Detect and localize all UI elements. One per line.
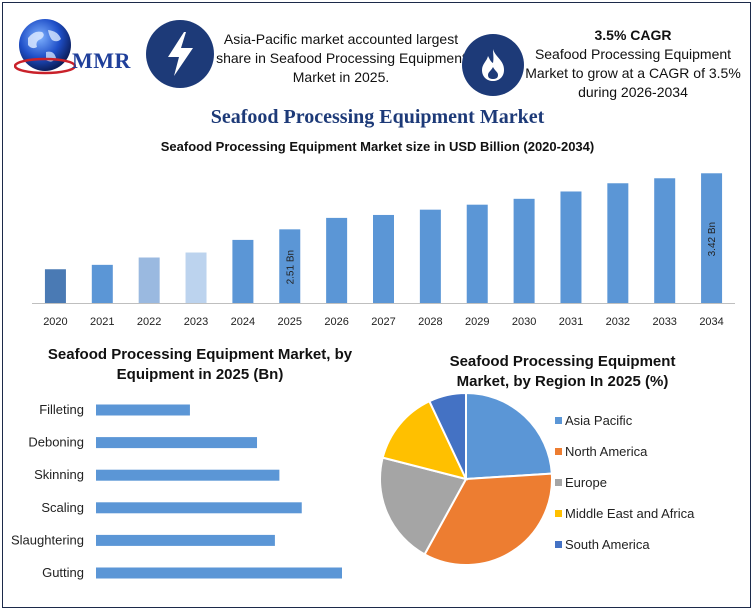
- x-tick-2020: 2020: [43, 316, 67, 328]
- market-size-chart: 2020 2021 2022 2023 2024 2025 2.51 Bn 2026 2027 2…: [32, 173, 735, 328]
- legend-swatch-south-america: [555, 541, 562, 548]
- bar-2034: [701, 173, 723, 303]
- lightning-icon: [168, 32, 193, 76]
- legend-swatch-middle-east-and-africa: [555, 510, 562, 517]
- x-tick-2026: 2026: [324, 316, 348, 328]
- bar-2023: [185, 252, 207, 303]
- x-tick-2022: 2022: [137, 316, 161, 328]
- cagr-text: Seafood Processing Equipment Market to g…: [525, 46, 741, 100]
- bar-2032: [607, 183, 629, 303]
- bar-2031: [560, 191, 582, 303]
- bar-2029: [466, 204, 488, 303]
- pie-slice-middle-east-and-africa: [381, 399, 468, 481]
- x-tick-2023: 2023: [184, 316, 208, 328]
- x-tick-2027: 2027: [371, 316, 395, 328]
- info-right: 3.5% CAGR Seafood Processing Equipment M…: [524, 26, 742, 102]
- equipment-chart: Filleting Deboning Skinning Scaling Slaughte…: [11, 402, 342, 580]
- cagr-title: 3.5% CAGR: [594, 27, 672, 43]
- region-chart-title: Seafood Processing Equipment Market, by …: [449, 353, 676, 390]
- pie-slice-south-america: [428, 391, 467, 480]
- hbar-skinning: [96, 469, 280, 481]
- bar-2024: [232, 239, 254, 303]
- y-tick-gutting: Gutting: [42, 565, 84, 580]
- legend-label-middle-east-and-africa: Middle East and Africa: [565, 506, 695, 521]
- x-tick-2029: 2029: [465, 316, 489, 328]
- legend-label-europe: Europe: [565, 475, 607, 490]
- legend-swatch-asia-pacific: [555, 417, 562, 424]
- lightning-badge: [146, 20, 214, 88]
- legend-swatch-north-america: [555, 448, 562, 455]
- hbar-deboning: [96, 437, 258, 449]
- x-tick-2034: 2034: [699, 316, 723, 328]
- x-tick-2024: 2024: [231, 316, 255, 328]
- x-tick-2032: 2032: [606, 316, 630, 328]
- bar-2028: [419, 209, 441, 303]
- info-left-text: Asia-Pacific market accounted largest sh…: [216, 31, 466, 85]
- legend-label-asia-pacific: Asia Pacific: [565, 413, 633, 428]
- bar-2021: [91, 264, 113, 303]
- globe-icon: [14, 19, 76, 75]
- x-tick-2031: 2031: [559, 316, 583, 328]
- data-label-2034: 3.42 Bn: [707, 222, 718, 256]
- bar-2027: [373, 214, 394, 303]
- x-tick-2033: 2033: [652, 316, 676, 328]
- y-tick-slaughtering: Slaughtering: [11, 532, 84, 547]
- hbar-filleting: [96, 404, 190, 416]
- y-tick-filleting: Filleting: [39, 402, 84, 417]
- equipment-chart-title: Seafood Processing Equipment Market, by …: [47, 346, 353, 383]
- hbar-slaughtering: [96, 534, 275, 546]
- y-tick-deboning: Deboning: [28, 435, 84, 450]
- y-tick-skinning: Skinning: [34, 467, 84, 482]
- x-tick-2025: 2025: [278, 316, 302, 328]
- hbar-gutting: [96, 567, 342, 579]
- flame-badge: [462, 34, 524, 96]
- bar-2026: [326, 217, 348, 303]
- pie-slice-europe: [379, 456, 468, 556]
- logo-text: MMR: [72, 48, 131, 73]
- bar-2030: [513, 198, 535, 303]
- column-chart-title: Seafood Processing Equipment Market size…: [160, 139, 595, 154]
- bar-2020: [44, 269, 66, 303]
- region-chart: Asia Pacific North America Europe Middle Ea…: [379, 391, 695, 566]
- x-tick-2030: 2030: [512, 316, 536, 328]
- y-tick-scaling: Scaling: [41, 500, 84, 515]
- x-tick-2028: 2028: [418, 316, 442, 328]
- main-title: Seafood Processing Equipment Market: [210, 106, 545, 128]
- bar-2025: [279, 229, 301, 303]
- bar-2033: [654, 178, 676, 303]
- hbar-scaling: [96, 502, 302, 514]
- data-label-2025: 2.51 Bn: [285, 250, 296, 284]
- pie-slice-asia-pacific: [465, 391, 553, 481]
- legend-label-south-america: South America: [565, 537, 650, 552]
- bar-2022: [138, 257, 160, 303]
- legend-label-north-america: North America: [565, 444, 648, 459]
- legend-swatch-europe: [555, 479, 562, 486]
- flame-icon: [482, 49, 504, 81]
- x-tick-2021: 2021: [90, 316, 114, 328]
